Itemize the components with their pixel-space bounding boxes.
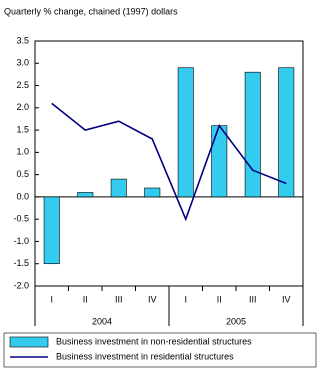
x-tick-label: II bbox=[217, 294, 222, 304]
line bbox=[51, 102, 287, 222]
bar bbox=[144, 187, 161, 198]
y-tick-label: -2.0 bbox=[13, 280, 29, 290]
legend-label: Business investment in non-residential s… bbox=[56, 336, 252, 346]
x-tick-label: I bbox=[184, 294, 187, 304]
y-tick-label: 2.0 bbox=[16, 102, 29, 112]
y-tick-label: 1.0 bbox=[16, 147, 29, 157]
legend-swatch bbox=[9, 336, 49, 348]
year-label: 2005 bbox=[226, 316, 246, 326]
bar bbox=[244, 71, 261, 198]
x-tick-label: III bbox=[249, 294, 257, 304]
bar bbox=[278, 67, 295, 198]
x-tick-label: II bbox=[83, 294, 88, 304]
y-tick-label: 1.5 bbox=[16, 124, 29, 134]
year-label: 2004 bbox=[92, 316, 112, 326]
y-tick-label: 0.5 bbox=[16, 169, 29, 179]
bar bbox=[43, 196, 60, 265]
x-tick-label: IV bbox=[148, 294, 157, 304]
bar bbox=[77, 192, 94, 198]
y-tick-label: -0.5 bbox=[13, 214, 29, 224]
bar bbox=[110, 178, 127, 198]
y-tick-label: 2.5 bbox=[16, 80, 29, 90]
y-tick-label: 3.5 bbox=[16, 35, 29, 45]
bar bbox=[211, 125, 228, 198]
chart-title: Quarterly % change, chained (1997) dolla… bbox=[4, 6, 178, 16]
bar bbox=[177, 67, 194, 198]
x-tick-label: III bbox=[115, 294, 123, 304]
x-tick-label: IV bbox=[282, 294, 291, 304]
y-tick-label: 0.0 bbox=[16, 191, 29, 201]
y-tick-label: 3.0 bbox=[16, 58, 29, 68]
legend-frame bbox=[3, 332, 317, 368]
legend-label: Business investment in residential struc… bbox=[56, 351, 234, 361]
plot-frame bbox=[34, 40, 304, 287]
y-tick-label: -1.0 bbox=[13, 236, 29, 246]
y-tick-label: -1.5 bbox=[13, 258, 29, 268]
x-tick-label: I bbox=[50, 294, 53, 304]
